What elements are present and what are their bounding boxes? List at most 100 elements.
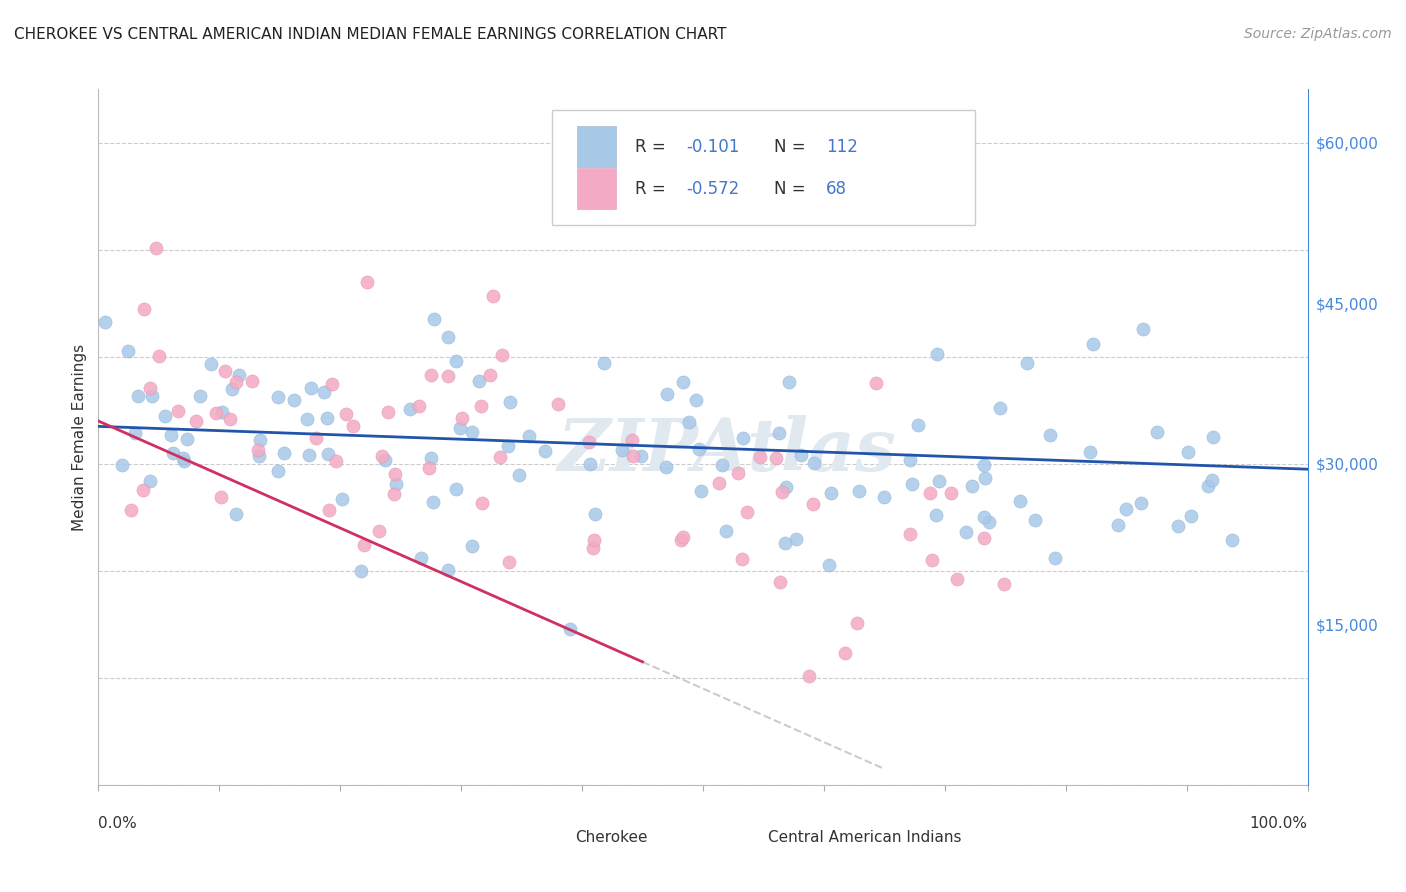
Point xyxy=(848,484,870,499)
Text: CHEROKEE VS CENTRAL AMERICAN INDIAN MEDIAN FEMALE EARNINGS CORRELATION CHART: CHEROKEE VS CENTRAL AMERICAN INDIAN MEDI… xyxy=(14,27,727,42)
Point xyxy=(145,241,167,255)
Point xyxy=(925,347,948,361)
Point xyxy=(266,390,288,404)
Point xyxy=(834,646,856,660)
Point xyxy=(479,368,502,382)
Point xyxy=(1043,551,1066,566)
Point xyxy=(471,496,494,510)
Point xyxy=(621,433,644,447)
Text: N =: N = xyxy=(775,138,811,156)
Point xyxy=(1201,473,1223,487)
Point xyxy=(399,401,422,416)
Point xyxy=(1132,322,1154,336)
Point xyxy=(790,449,813,463)
Point xyxy=(962,479,984,493)
Point xyxy=(461,539,484,553)
Point xyxy=(973,509,995,524)
Point xyxy=(785,532,807,546)
Point xyxy=(444,354,467,368)
Point xyxy=(423,312,446,326)
Point xyxy=(499,395,522,409)
Point xyxy=(141,389,163,403)
FancyBboxPatch shape xyxy=(551,110,976,225)
Point xyxy=(727,467,749,481)
Text: 112: 112 xyxy=(827,138,858,156)
Point xyxy=(672,375,695,389)
Point xyxy=(139,381,162,395)
Point xyxy=(209,490,232,504)
Text: N =: N = xyxy=(775,179,811,198)
Point xyxy=(172,451,194,466)
Point xyxy=(489,450,512,465)
Point xyxy=(498,555,520,569)
Point xyxy=(325,454,347,468)
Point xyxy=(672,530,695,544)
Point xyxy=(1024,513,1046,527)
Text: 68: 68 xyxy=(827,179,848,198)
Point xyxy=(578,435,600,450)
Point xyxy=(630,449,652,463)
Point xyxy=(731,552,754,566)
Point xyxy=(312,384,335,399)
Point xyxy=(928,474,950,488)
Point xyxy=(117,344,139,359)
Y-axis label: Median Female Earnings: Median Female Earnings xyxy=(72,343,87,531)
Point xyxy=(690,483,713,498)
Point xyxy=(297,411,319,425)
Point xyxy=(801,497,824,511)
Point xyxy=(211,405,233,419)
Point xyxy=(411,551,433,566)
Point xyxy=(356,275,378,289)
Point xyxy=(558,623,581,637)
Point xyxy=(120,503,142,517)
Point xyxy=(437,329,460,343)
Point xyxy=(820,486,842,500)
Point xyxy=(299,381,322,395)
Point xyxy=(1220,533,1243,547)
Point xyxy=(583,507,606,521)
Point xyxy=(481,288,503,302)
FancyBboxPatch shape xyxy=(533,823,561,851)
Point xyxy=(733,431,755,445)
Point xyxy=(748,450,770,465)
Text: ZIPAtlas: ZIPAtlas xyxy=(558,416,897,486)
Text: 100.0%: 100.0% xyxy=(1250,816,1308,831)
Point xyxy=(657,387,679,401)
Point xyxy=(955,524,977,539)
Point xyxy=(461,425,484,440)
Point xyxy=(225,376,247,390)
Point xyxy=(214,364,236,378)
Point xyxy=(973,531,995,545)
Point xyxy=(1197,479,1219,493)
Point xyxy=(765,450,787,465)
Point xyxy=(974,471,997,485)
Text: Source: ZipAtlas.com: Source: ZipAtlas.com xyxy=(1244,27,1392,41)
Point xyxy=(977,515,1000,529)
Point xyxy=(846,616,869,631)
Point xyxy=(946,572,969,586)
Point xyxy=(153,409,176,423)
Text: Central American Indians: Central American Indians xyxy=(768,830,962,845)
Point xyxy=(534,444,557,458)
Point xyxy=(184,414,207,428)
Point xyxy=(898,526,921,541)
Point xyxy=(283,392,305,407)
Point xyxy=(353,538,375,552)
Point xyxy=(298,448,321,462)
Point xyxy=(350,564,373,578)
Point xyxy=(612,442,634,457)
Point xyxy=(1180,509,1202,524)
Point xyxy=(204,406,226,420)
Point xyxy=(266,464,288,478)
Point xyxy=(342,419,364,434)
Point xyxy=(1177,445,1199,459)
Point xyxy=(803,456,825,470)
Point xyxy=(188,389,211,403)
Point xyxy=(228,368,250,382)
Point xyxy=(162,446,184,460)
Point xyxy=(973,458,995,472)
Point xyxy=(384,476,406,491)
Text: R =: R = xyxy=(636,179,671,198)
Point xyxy=(939,486,962,500)
Point xyxy=(225,508,247,522)
